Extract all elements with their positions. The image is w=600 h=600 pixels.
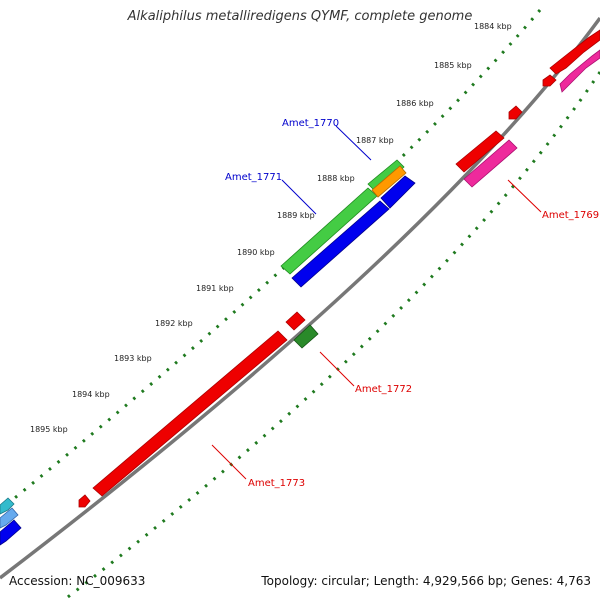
gene-labels: Amet_1769 Amet_1770 Amet_1771 Amet_1772 … xyxy=(225,118,599,489)
gene-arrow-small-red xyxy=(542,74,557,87)
tick-label: 1891 kbp xyxy=(196,284,234,293)
tick-label: 1889 kbp xyxy=(277,211,315,220)
gene-arrow-red xyxy=(549,29,600,75)
gene-features xyxy=(0,29,600,546)
outer-dotted-track xyxy=(0,9,542,512)
gene-amet-1769-magenta xyxy=(463,139,518,188)
tick-label: 1892 kbp xyxy=(155,319,193,328)
gene-label-amet-1771[interactable]: Amet_1771 xyxy=(225,172,282,183)
inner-dotted-track xyxy=(63,71,600,600)
tick-label: 1885 kbp xyxy=(434,61,472,70)
tick-label: 1887 kbp xyxy=(356,136,394,145)
gene-amet-1769-red xyxy=(455,130,505,173)
gene-label-amet-1769[interactable]: Amet_1769 xyxy=(542,210,599,221)
gene-amet-1770-orange xyxy=(371,165,407,198)
tick-label: 1894 kbp xyxy=(72,390,110,399)
leader-amet-1770 xyxy=(335,125,372,161)
gene-label-amet-1772[interactable]: Amet_1772 xyxy=(355,384,412,395)
genome-backbone xyxy=(0,16,600,580)
tick-label: 1895 kbp xyxy=(30,425,68,434)
leader-amet-1769 xyxy=(507,179,542,213)
gene-amet-1772-red xyxy=(285,311,306,331)
gene-amet-1773-red xyxy=(92,330,288,497)
topology-summary: Topology: circular; Length: 4,929,566 bp… xyxy=(261,574,591,588)
gene-arrow-small-red-2 xyxy=(508,105,523,120)
gene-arrow-cyan xyxy=(0,497,15,515)
tick-label: 1890 kbp xyxy=(237,248,275,257)
leader-amet-1771 xyxy=(281,179,317,215)
gene-label-amet-1773[interactable]: Amet_1773 xyxy=(248,478,305,489)
accession-text: Accession: NC_009633 xyxy=(9,574,146,588)
gene-label-amet-1770[interactable]: Amet_1770 xyxy=(282,118,339,129)
gene-amet-1772-green xyxy=(293,324,319,349)
map-title: Alkaliphilus metalliredigens QYMF, compl… xyxy=(127,9,473,24)
gene-amet-1771-blue xyxy=(291,200,390,288)
tick-label: 1886 kbp xyxy=(396,99,434,108)
gene-small-red-lower xyxy=(78,494,91,508)
leader-amet-1773 xyxy=(211,444,247,480)
gene-arrow-magenta xyxy=(559,49,600,93)
tick-label: 1888 kbp xyxy=(317,174,355,183)
tick-label: 1884 kbp xyxy=(474,22,512,31)
gene-arrow-light-blue xyxy=(0,507,19,529)
tick-labels: 1884 kbp 1885 kbp 1886 kbp 1887 kbp 1888… xyxy=(30,22,512,434)
leader-lines xyxy=(211,125,542,480)
gene-arrow-blue-lower xyxy=(0,519,22,546)
tick-label: 1893 kbp xyxy=(114,354,152,363)
gene-amet-1770-blue xyxy=(380,175,416,209)
leader-amet-1772 xyxy=(319,351,355,387)
